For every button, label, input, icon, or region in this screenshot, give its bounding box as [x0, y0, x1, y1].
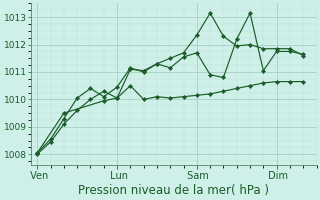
X-axis label: Pression niveau de la mer( hPa ): Pression niveau de la mer( hPa ) — [78, 184, 269, 197]
